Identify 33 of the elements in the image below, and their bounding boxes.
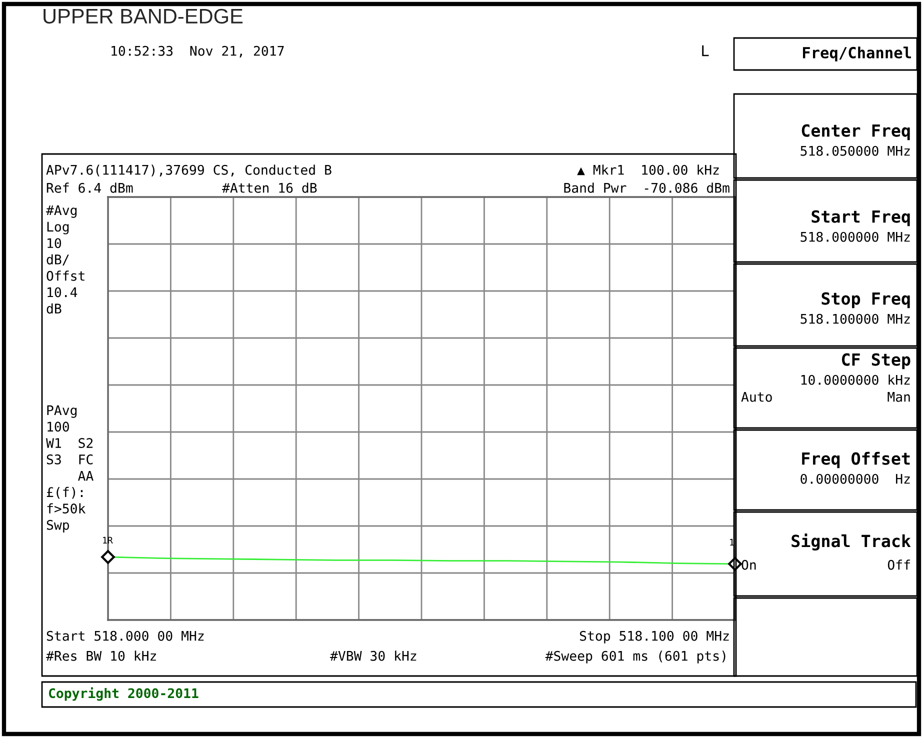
text: 518.050000 MHz (800, 146, 910, 156)
text: Freq/Channel (802, 46, 911, 62)
text: Start 518.000 00 MHz (46, 630, 204, 641)
text: 518.000000 MHz (800, 232, 910, 242)
text: Auto (741, 392, 772, 402)
text: #Avg Log 10 dB/ Offst 10.4 dB (46, 205, 84, 314)
text: Center Freq (802, 124, 910, 140)
text: Stop 518.100 00 MHz (580, 630, 729, 644)
text: Ref 6.4 dBm (46, 182, 133, 193)
text: CF Step (842, 353, 910, 370)
text: L (702, 45, 709, 56)
text: PAvg 100 W1 S2 S3 FC AA £(f): f>50k Swp (46, 405, 94, 532)
text: Off (888, 560, 910, 570)
text: ▲ Mkr1 100.00 kHz (577, 164, 719, 176)
text: Man (888, 392, 910, 402)
text: APv7.6(111417),37699 CS, Conducted B (46, 164, 332, 177)
text: Copyright 2000-2011 (48, 687, 198, 701)
text: Band Pwr -70.086 dBm (564, 182, 730, 193)
text: On (742, 560, 756, 570)
text: #Sweep 601 ms (601 pts) (545, 650, 726, 664)
text: 1 (730, 538, 734, 546)
text: Stop Freq (822, 292, 910, 308)
text: 518.100000 MHz (800, 314, 910, 324)
text: 0.00000000 Hz (800, 474, 910, 484)
text: #Res BW 10 kHz (46, 650, 156, 661)
text: 10:52:33 Nov 21, 2017 (112, 46, 284, 58)
text: #Atten 16 dB (222, 182, 317, 193)
text: 10.0000000 kHz (801, 374, 910, 385)
chart-title: UPPER BAND-EDGE (44, 8, 243, 24)
text: #VBW 30 kHz (330, 650, 416, 661)
text: Freq Offset (802, 452, 910, 468)
text: Start Freq (812, 210, 910, 226)
text: Signal Track (792, 533, 911, 550)
